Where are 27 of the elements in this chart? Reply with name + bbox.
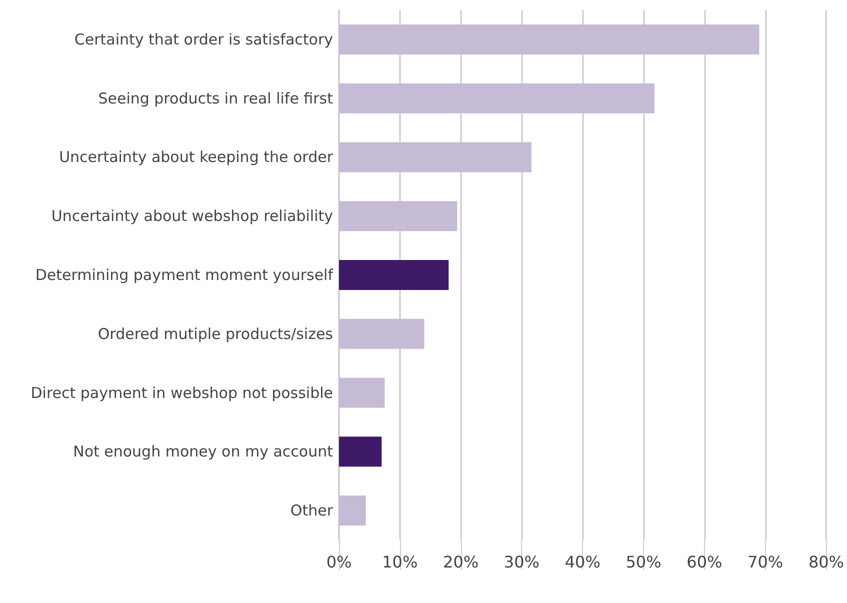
bar (339, 24, 760, 54)
x-tick-label: 80% (808, 552, 844, 572)
x-tick-label: 0% (326, 552, 352, 572)
x-tick-label: 30% (504, 552, 540, 572)
bar (339, 436, 382, 467)
y-tick-label: Ordered mutiple products/sizes (98, 324, 334, 343)
y-tick-label: Uncertainty about keeping the order (59, 148, 334, 166)
bar (339, 142, 532, 172)
y-tick-label: Uncertainty about webshop reliability (51, 207, 334, 226)
x-tick-label: 60% (686, 552, 722, 572)
x-tick-label: 10% (382, 552, 418, 572)
bar (339, 318, 424, 349)
bar (339, 496, 366, 526)
y-tick-label: Direct payment in webshop not possible (30, 384, 333, 402)
y-tick-label: Other (290, 502, 334, 520)
y-tick-label: Not enough money on my account (73, 442, 334, 461)
x-tick-label: 70% (748, 552, 784, 572)
bar (339, 260, 449, 290)
x-tick-label: 20% (443, 552, 479, 572)
bar (339, 201, 458, 232)
x-tick-label: 40% (564, 552, 600, 572)
x-tick-label: 50% (626, 552, 662, 572)
bar (339, 83, 654, 114)
y-tick-label: Certainty that order is satisfactory (74, 30, 334, 48)
y-tick-label: Determining payment moment yourself (35, 266, 334, 284)
bar (339, 378, 385, 408)
y-tick-label: Seeing products in real life first (98, 89, 334, 108)
